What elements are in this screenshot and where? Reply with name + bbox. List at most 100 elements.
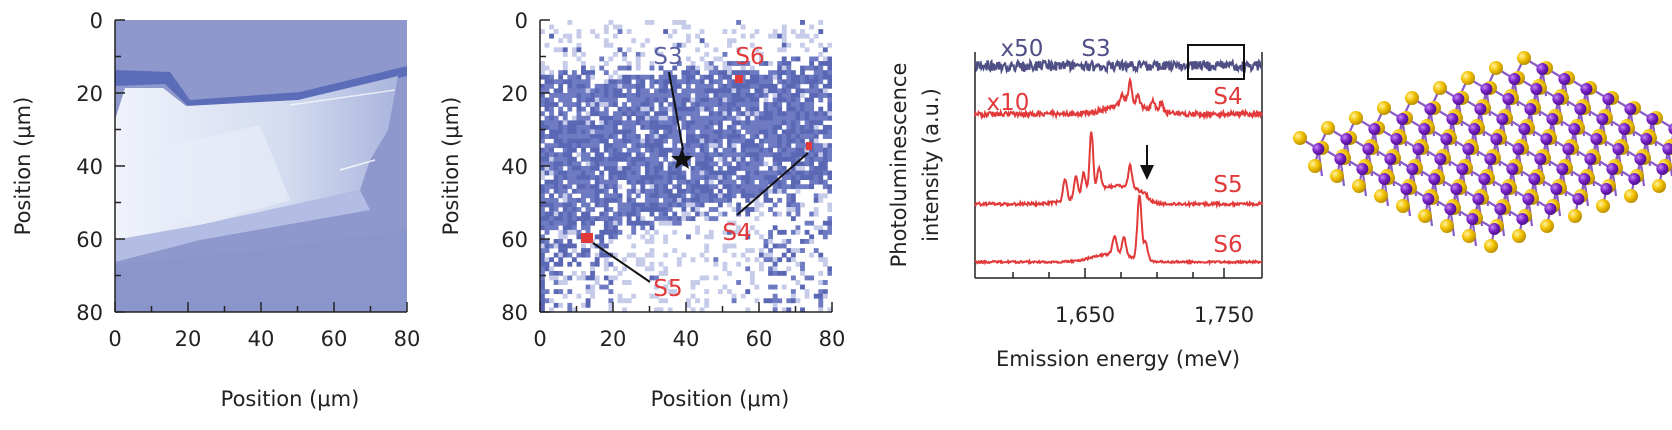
- map-pixel: [635, 138, 641, 144]
- map-pixel: [581, 220, 586, 226]
- map-pixel: [790, 97, 796, 103]
- map-pixel: [544, 225, 550, 231]
- atom: [1602, 93, 1615, 105]
- map-pixel: [754, 111, 760, 117]
- map-pixel: [717, 111, 723, 117]
- map-pixel: [558, 179, 564, 185]
- map-pixel: [795, 111, 801, 117]
- map-pixel: [644, 202, 650, 208]
- map-pixel: [781, 97, 787, 103]
- atom: [1516, 213, 1529, 225]
- s6-marker: [735, 75, 743, 83]
- map-pixel: [822, 93, 828, 98]
- map-pixel: [745, 166, 751, 171]
- map-pixel: [622, 298, 627, 304]
- map-pixel: [654, 97, 659, 103]
- map-pixel: [581, 175, 586, 180]
- map-pixel: [795, 134, 801, 139]
- map-pixel: [540, 261, 545, 267]
- map-pixel: [663, 216, 669, 222]
- map-pixel: [740, 111, 746, 117]
- map-pixel: [745, 248, 751, 253]
- atom: [1330, 169, 1344, 183]
- map-pixel: [649, 152, 655, 158]
- map-pixel: [635, 102, 641, 107]
- atom: [1474, 103, 1487, 115]
- map-pixel: [800, 70, 805, 76]
- map-pixel: [562, 61, 568, 66]
- map-pixel: [809, 179, 815, 185]
- map-pixel: [613, 88, 618, 94]
- map-pixel: [727, 124, 732, 130]
- map-pixel: [558, 202, 564, 208]
- map-pixel: [654, 197, 659, 203]
- map-pixel: [649, 61, 655, 66]
- map-pixel: [790, 193, 796, 199]
- map-pixel: [590, 88, 596, 94]
- map-pixel: [626, 129, 632, 135]
- map-pixel: [590, 156, 596, 162]
- map-pixel: [686, 298, 691, 304]
- map-pixel: [617, 120, 623, 126]
- map-pixel: [654, 88, 659, 94]
- map-pixel: [695, 79, 700, 85]
- map-pixel: [667, 106, 673, 112]
- map-pixel: [585, 225, 591, 231]
- map-pixel: [635, 261, 641, 267]
- map-pixel: [640, 184, 646, 190]
- map-pixel: [759, 61, 764, 66]
- map-pixel: [690, 61, 696, 66]
- map-pixel: [704, 120, 710, 126]
- map-pixel: [576, 88, 582, 94]
- map-pixel: [795, 225, 801, 231]
- map-pixel: [553, 239, 559, 244]
- map-pixel: [576, 252, 582, 258]
- map-pixel: [540, 156, 545, 162]
- map-pixel: [722, 175, 728, 180]
- map-pixel: [626, 124, 632, 130]
- map-pixel: [571, 74, 577, 80]
- map-pixel: [658, 207, 664, 212]
- map-pixel: [585, 207, 591, 212]
- map-pixel: [558, 129, 564, 135]
- map-pixel: [663, 188, 669, 194]
- map-pixel: [686, 216, 691, 222]
- map-pixel: [749, 248, 755, 253]
- map-pixel: [727, 38, 732, 44]
- map-pixel: [818, 298, 824, 304]
- map-pixel: [540, 234, 545, 240]
- map-pixel: [699, 88, 705, 94]
- map-pixel: [731, 229, 737, 235]
- map-pixel: [562, 51, 568, 57]
- map-pixel: [813, 179, 819, 185]
- map-pixel: [594, 124, 600, 130]
- map-pixel: [708, 79, 714, 85]
- map-pixel: [608, 42, 614, 48]
- map-pixel: [581, 170, 586, 176]
- map-pixel: [759, 211, 764, 217]
- map-pixel: [809, 152, 815, 158]
- map-pixel: [704, 74, 710, 80]
- map-pixel: [562, 234, 568, 240]
- map-pixel: [818, 229, 824, 235]
- atom: [1568, 123, 1581, 135]
- map-pixel: [745, 97, 751, 103]
- map-pixel: [708, 188, 714, 194]
- map-pixel: [745, 70, 751, 76]
- map-pixel: [613, 179, 618, 185]
- map-pixel: [800, 138, 805, 144]
- map-pixel: [768, 239, 773, 244]
- map-pixel: [562, 161, 568, 167]
- map-pixel: [790, 115, 796, 121]
- map-pixel: [608, 216, 614, 222]
- map-pixel: [699, 193, 705, 199]
- map-pixel: [594, 216, 600, 222]
- map-pixel: [772, 124, 778, 130]
- map-pixel: [603, 156, 609, 162]
- map-pixel: [544, 202, 550, 208]
- map-pixel: [818, 193, 824, 199]
- map-pixel: [672, 20, 678, 25]
- map-pixel: [558, 111, 564, 117]
- map-pixel: [608, 152, 614, 158]
- map-pixel: [663, 129, 669, 135]
